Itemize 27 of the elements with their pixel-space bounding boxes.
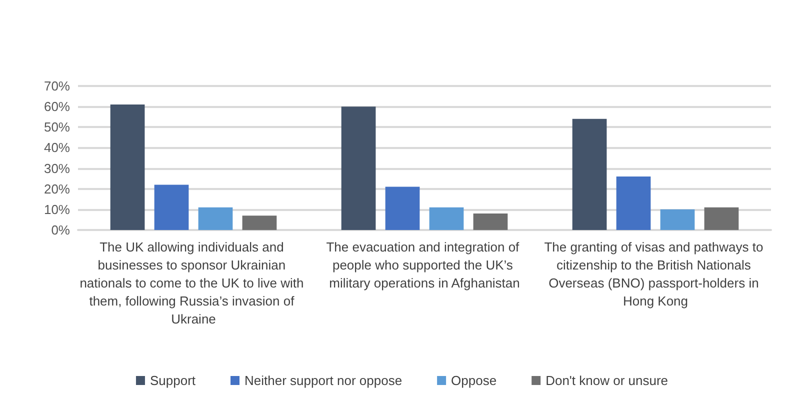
y-tick-label: 20% [44,181,70,196]
bar [572,118,607,230]
legend-label: Oppose [451,373,497,388]
bar [385,186,420,230]
legend-label: Support [150,373,196,388]
y-tick-label: 70% [44,78,70,94]
x-tick-label: The UK allowing individuals and businesses to sponsor Ukrainian nationals to come to the UK to live with them, following Russia’s invasion of Ukraine [80,240,308,326]
y-tick-label: 30% [44,160,70,176]
y-tick-label: 40% [44,140,70,156]
bar [242,216,277,230]
bar [704,207,739,230]
bar [660,209,695,230]
y-tick-label: 0% [51,222,70,238]
x-tick-label: The granting of visas and pathways to citizenship to the British Nationals Overseas (BNO) passport-holders in Hong Kong [544,240,767,308]
bar [198,207,233,230]
bar [154,184,189,230]
bar [341,106,376,230]
bar [429,207,464,230]
y-tick-label: 10% [44,202,70,217]
bar [473,214,508,230]
legend-label: Neither support nor oppose [244,373,402,388]
y-tick-label: 60% [44,99,70,114]
bar [110,104,145,230]
y-tick-label: 50% [44,120,70,135]
x-tick-label: The evacuation and integration of people who supported the UK’s military operations in Afghanistan [326,240,523,290]
bar [616,176,651,230]
legend-label: Don't know or unsure [546,373,668,388]
